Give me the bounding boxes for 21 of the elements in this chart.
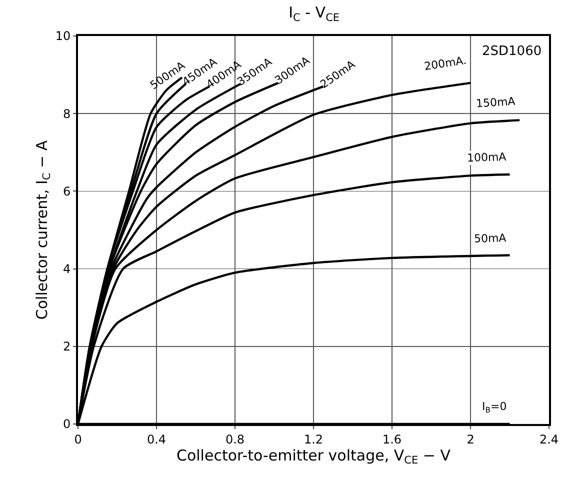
y-tick-label: 6: [62, 184, 71, 198]
y-tick-label: 4: [62, 262, 71, 276]
series-label: I$_{B}$=0: [482, 400, 507, 414]
y-tick-label: 2: [62, 340, 71, 354]
x-tick-label: 0: [74, 432, 82, 446]
series-label: 50mA: [474, 232, 507, 246]
x-tick-label: 2.4: [539, 432, 559, 446]
x-tick-label: 1.2: [304, 432, 324, 446]
x-tick-label: 1.6: [382, 432, 402, 446]
x-tick-label: 0.4: [146, 432, 166, 446]
chart-title: I$_{C}$ - V$_{CE}$: [288, 4, 340, 24]
annotation: 2SD1060: [482, 44, 542, 59]
y-tick-label: 8: [62, 106, 71, 121]
series-label: 100mA: [466, 150, 507, 165]
y-tick-label: 0: [62, 417, 71, 432]
x-axis-title: Collector-to-emitter voltage, V$_{CE}$ − V: [176, 446, 452, 467]
x-tick-label: 0.8: [225, 432, 245, 446]
series-label: 150mA: [476, 94, 516, 110]
text: 200mA.: [423, 54, 468, 74]
x-tick-label: 2: [466, 432, 474, 446]
y-tick-label: 10: [55, 29, 71, 44]
